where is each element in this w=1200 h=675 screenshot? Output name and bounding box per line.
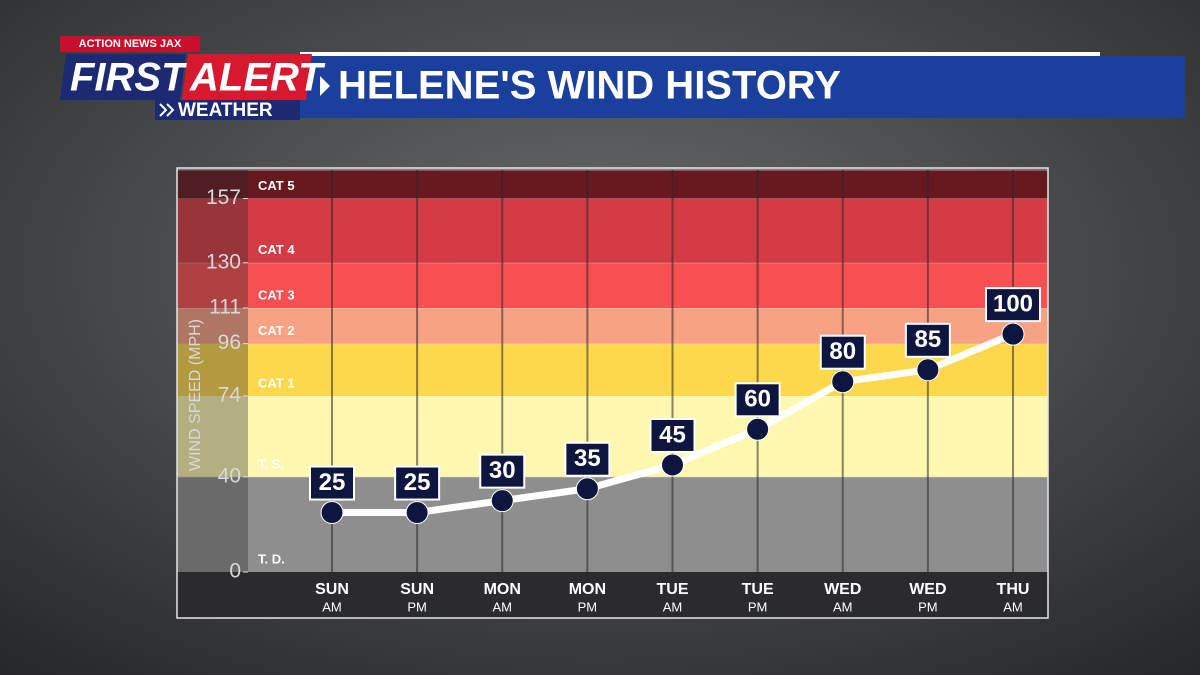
value-label-box — [564, 441, 611, 477]
x-tick-label: TUE — [657, 581, 689, 598]
category-band — [177, 307, 1048, 344]
data-point — [320, 501, 344, 525]
chart-title: HELENE'S WIND HISTORY — [338, 64, 841, 108]
y-tick-label: 111 — [209, 296, 241, 319]
logo-alert-bg — [182, 54, 312, 100]
y-tick-label: 130 — [206, 250, 241, 273]
y-tick-label: 40 — [218, 464, 241, 487]
logo-weather-bg — [155, 100, 300, 120]
category-band — [177, 476, 1048, 572]
value-label: 25 — [404, 469, 431, 496]
band-label: CAT 2 — [258, 323, 295, 338]
value-label-box — [649, 417, 696, 453]
category-band — [177, 198, 1048, 263]
data-point — [1001, 322, 1025, 346]
logo-weather: WEATHER — [178, 100, 273, 121]
band-label: CAT 3 — [258, 287, 295, 302]
banner-arrow — [320, 76, 330, 96]
x-tick-sublabel: PM — [918, 599, 938, 614]
banner-rule — [300, 52, 1100, 56]
logo-chevron — [166, 103, 175, 117]
plot-frame — [176, 167, 1049, 619]
network-name: ACTION NEWS JAX — [79, 38, 182, 50]
x-tick-sublabel: PM — [407, 599, 427, 614]
x-tick-sublabel: AM — [833, 599, 853, 614]
x-tick-label: MON — [484, 581, 521, 598]
y-axis-label: WIND SPEED (MPH) — [187, 319, 204, 471]
x-tick-sublabel: AM — [1003, 599, 1023, 614]
value-label: 25 — [319, 469, 346, 496]
value-label-box — [904, 322, 951, 358]
value-label-box — [985, 287, 1041, 323]
data-point — [831, 370, 855, 394]
value-label: 80 — [829, 338, 856, 365]
band-label: CAT 4 — [258, 242, 295, 257]
data-point — [490, 489, 514, 513]
x-tick-label: WED — [824, 581, 861, 598]
y-tick-label: 157 — [206, 186, 241, 209]
x-tick-label: WED — [909, 581, 946, 598]
label-column-shade — [177, 170, 248, 572]
x-tick-sublabel: AM — [493, 599, 513, 614]
value-label-box — [734, 382, 781, 418]
x-tick-label: SUN — [315, 581, 349, 598]
x-tick-label: MON — [569, 581, 606, 598]
band-label: CAT 5 — [258, 178, 295, 193]
x-tick-label: THU — [997, 581, 1030, 598]
band-label: T. D. — [258, 551, 285, 566]
value-label-box — [394, 465, 441, 501]
value-label: 35 — [574, 445, 601, 472]
category-band — [177, 395, 1048, 477]
data-point — [746, 417, 770, 441]
y-tick-label: 0 — [229, 560, 241, 583]
value-label: 85 — [915, 326, 942, 353]
band-label: T. S. — [258, 456, 284, 471]
value-label-box — [309, 465, 355, 501]
category-band — [177, 262, 1048, 308]
logo-first: FIRST — [70, 56, 189, 100]
value-label-box — [819, 334, 866, 370]
data-point — [916, 358, 940, 382]
x-tick-label: TUE — [742, 581, 774, 598]
x-tick-sublabel: AM — [663, 599, 683, 614]
band-label: CAT 1 — [258, 375, 295, 390]
logo-first-bg — [60, 54, 186, 100]
network-badge — [60, 36, 200, 52]
x-tick-sublabel: PM — [748, 599, 768, 614]
data-point — [661, 453, 684, 477]
x-tick-label: SUN — [400, 581, 434, 598]
x-tick-sublabel: AM — [322, 599, 342, 614]
y-tick-label: 96 — [218, 331, 241, 354]
value-label: 60 — [744, 386, 771, 413]
value-label-box — [479, 453, 526, 489]
x-tick-sublabel: PM — [578, 599, 598, 614]
data-point — [575, 477, 599, 501]
y-tick-label: 74 — [218, 384, 242, 407]
value-label: 30 — [489, 457, 516, 484]
data-point — [405, 501, 429, 525]
value-label: 45 — [659, 421, 686, 448]
title-banner — [300, 56, 1185, 118]
x-axis-strip — [177, 572, 1048, 618]
logo-chevron — [159, 103, 168, 117]
value-label: 100 — [993, 290, 1033, 317]
category-band — [177, 170, 1048, 199]
logo-alert: ALERT — [189, 56, 326, 100]
